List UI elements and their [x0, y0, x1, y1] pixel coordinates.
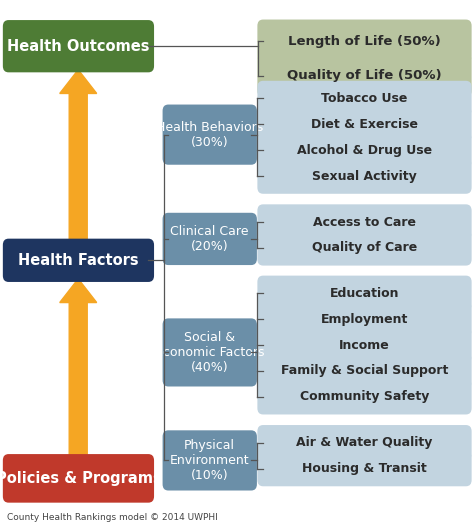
Text: County Health Rankings model © 2014 UWPHI: County Health Rankings model © 2014 UWPH…: [7, 513, 218, 522]
FancyBboxPatch shape: [257, 379, 472, 414]
FancyBboxPatch shape: [257, 301, 472, 337]
Text: Quality of Life (50%): Quality of Life (50%): [287, 69, 442, 82]
FancyBboxPatch shape: [3, 239, 154, 282]
FancyBboxPatch shape: [3, 20, 154, 72]
FancyArrow shape: [60, 279, 97, 458]
Text: Tobacco Use: Tobacco Use: [321, 92, 408, 105]
FancyBboxPatch shape: [257, 54, 472, 97]
FancyBboxPatch shape: [257, 230, 472, 266]
Text: Education: Education: [330, 287, 399, 300]
FancyBboxPatch shape: [257, 276, 472, 311]
Text: Community Safety: Community Safety: [300, 390, 429, 403]
FancyBboxPatch shape: [257, 451, 472, 486]
Text: Quality of Care: Quality of Care: [312, 241, 417, 254]
FancyBboxPatch shape: [163, 105, 257, 165]
Text: Health Behaviors
(30%): Health Behaviors (30%): [156, 120, 264, 149]
FancyBboxPatch shape: [257, 353, 472, 389]
FancyBboxPatch shape: [3, 454, 154, 503]
Text: Access to Care: Access to Care: [313, 215, 416, 229]
Text: Length of Life (50%): Length of Life (50%): [288, 35, 441, 48]
Text: Alcohol & Drug Use: Alcohol & Drug Use: [297, 144, 432, 157]
Text: Health Factors: Health Factors: [18, 253, 139, 268]
FancyBboxPatch shape: [257, 133, 472, 168]
FancyBboxPatch shape: [163, 213, 257, 265]
FancyBboxPatch shape: [257, 20, 472, 63]
Text: Family & Social Support: Family & Social Support: [281, 364, 448, 378]
Text: Income: Income: [339, 338, 390, 352]
FancyBboxPatch shape: [163, 318, 257, 386]
FancyBboxPatch shape: [163, 430, 257, 491]
FancyBboxPatch shape: [257, 204, 472, 240]
Text: Social &
Economic Factors
(40%): Social & Economic Factors (40%): [155, 331, 264, 374]
FancyBboxPatch shape: [257, 107, 472, 142]
Text: Clinical Care
(20%): Clinical Care (20%): [171, 225, 249, 253]
FancyBboxPatch shape: [257, 158, 472, 194]
Text: Housing & Transit: Housing & Transit: [302, 462, 427, 475]
Text: Diet & Exercise: Diet & Exercise: [311, 118, 418, 131]
Text: Sexual Activity: Sexual Activity: [312, 169, 417, 183]
Text: Physical
Environment
(10%): Physical Environment (10%): [170, 439, 249, 482]
Text: Health Outcomes: Health Outcomes: [7, 39, 150, 54]
FancyBboxPatch shape: [257, 327, 472, 363]
FancyArrow shape: [60, 70, 97, 242]
FancyBboxPatch shape: [257, 81, 472, 116]
FancyBboxPatch shape: [257, 425, 472, 460]
Text: Air & Water Quality: Air & Water Quality: [296, 436, 433, 449]
Text: Policies & Programs: Policies & Programs: [0, 471, 161, 486]
Text: Employment: Employment: [321, 313, 408, 326]
